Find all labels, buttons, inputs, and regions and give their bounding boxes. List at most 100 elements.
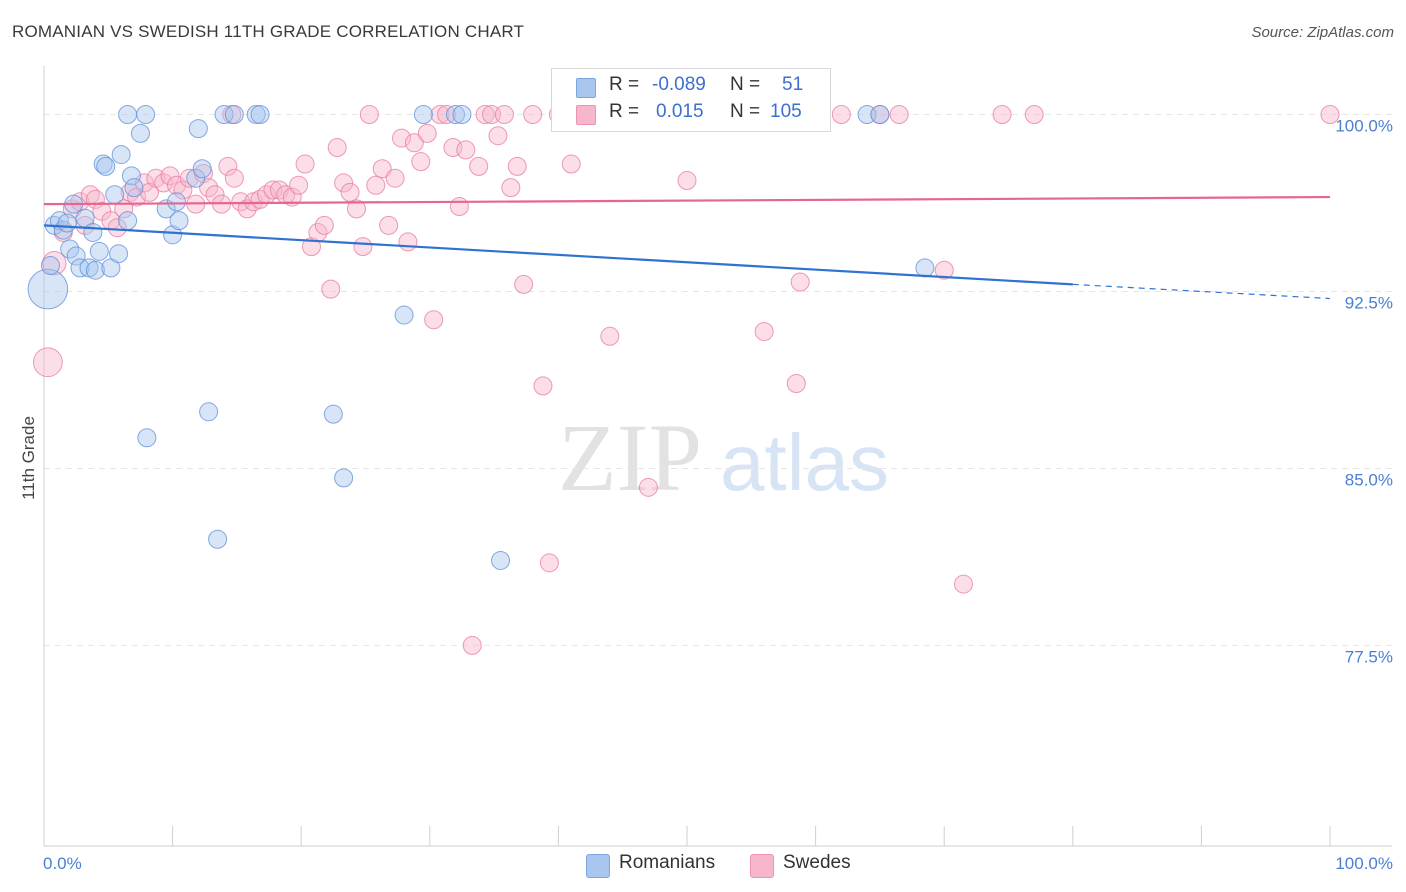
romanian-point: [118, 104, 138, 124]
romanian-point: [446, 104, 466, 124]
x-tick-label: 100.0%: [1335, 854, 1393, 873]
legend-swatch-swedes: [750, 854, 774, 878]
legend-n-value: 51: [782, 74, 804, 95]
swede-point: [523, 104, 543, 124]
romanian-point: [199, 402, 219, 422]
swede-point: [139, 182, 159, 202]
romanian-point: [136, 104, 156, 124]
legend-swatch-romanians: [586, 854, 610, 878]
legend-n-label: N =: [730, 101, 761, 122]
legend-n-value: 105: [770, 101, 802, 122]
swede-point: [475, 104, 495, 124]
romanian-point: [66, 246, 86, 266]
romanian-point: [323, 404, 343, 424]
romanian-point: [130, 123, 150, 143]
romanian-point: [214, 104, 234, 124]
swede-point: [107, 218, 127, 238]
legend-r-value: 0.015: [656, 101, 704, 122]
source-label: Source: ZipAtlas.com: [1251, 24, 1394, 41]
swede-point: [501, 178, 521, 198]
swede-point: [359, 104, 379, 124]
romanian-point: [60, 239, 80, 259]
swede-point: [494, 104, 514, 124]
romanian-point: [83, 222, 103, 242]
romanian-point: [40, 256, 60, 275]
swede-point: [488, 126, 508, 146]
swede-point: [539, 553, 559, 573]
y-tick-label: 85.0%: [1345, 470, 1393, 489]
romanian-point: [491, 550, 511, 570]
swede-point: [179, 168, 199, 188]
romanian-point: [870, 104, 890, 124]
swede-point: [456, 140, 476, 160]
romanian-point: [166, 192, 186, 212]
swede-point: [992, 104, 1012, 124]
swede-point: [327, 138, 347, 158]
romanian-point: [137, 428, 157, 448]
swede-point: [449, 197, 469, 217]
romanian-point: [85, 260, 105, 280]
romanian-point: [915, 258, 935, 278]
tick-labels: 100.0% 92.5% 85.0% 77.5% 0.0% 100.0%: [43, 116, 1393, 873]
romanian-point: [452, 104, 472, 124]
swede-point: [398, 232, 418, 252]
legend-row-romanians: R = -0.089 N = 51: [552, 74, 830, 101]
romanian-point: [186, 168, 206, 188]
x-tick-label: 0.0%: [43, 854, 82, 873]
swede-point: [199, 178, 219, 198]
swede-point: [561, 154, 581, 174]
swede-point: [263, 180, 283, 200]
romanian-point: [394, 305, 414, 325]
romanian-point: [105, 185, 125, 205]
romanian-point: [27, 268, 69, 310]
romanian-point: [111, 145, 131, 165]
swede-point: [953, 574, 973, 594]
legend-r-value: -0.089: [652, 74, 706, 95]
swede-point: [790, 272, 810, 292]
legend-r-label: R =: [609, 101, 640, 122]
watermark-zip: ZIP: [558, 404, 702, 511]
romanian-point: [93, 154, 113, 174]
swede-point: [218, 156, 238, 176]
swede-point: [786, 373, 806, 393]
swede-point: [379, 215, 399, 235]
swede-point: [340, 182, 360, 202]
swede-point: [392, 128, 412, 148]
swede-point: [346, 199, 366, 219]
swede-point: [934, 260, 954, 280]
y-tick-label: 92.5%: [1345, 293, 1393, 312]
swedes-trend-line: [43, 195, 1331, 206]
swede-point: [160, 166, 180, 186]
romanian-point: [192, 159, 212, 179]
watermark: ZIP atlas: [558, 404, 889, 511]
y-axis-label: 11th Grade: [19, 416, 38, 500]
y-tick-label: 100.0%: [1335, 116, 1393, 135]
swede-point: [677, 171, 697, 191]
swede-point: [754, 322, 774, 342]
swede-point: [638, 477, 658, 497]
romanian-point: [208, 529, 228, 549]
swede-point: [353, 237, 373, 257]
swede-point: [385, 168, 405, 188]
legend-label-romanians: Romanians: [619, 852, 716, 873]
chart-title: ROMANIAN VS SWEDISH 11TH GRADE CORRELATI…: [12, 22, 525, 41]
trend-lines: [43, 195, 1331, 300]
swede-point: [533, 376, 553, 396]
swede-point: [514, 274, 534, 294]
swede-point: [469, 156, 489, 176]
swede-point: [411, 152, 431, 172]
romanian-point: [250, 104, 270, 124]
swede-point: [289, 175, 309, 195]
romanian-point: [118, 211, 138, 231]
swedes-points: [32, 104, 1340, 655]
romanian-point: [413, 104, 433, 124]
romanian-point: [96, 156, 116, 176]
swede-point: [295, 154, 315, 174]
romanians-trend-extension: [1072, 283, 1331, 300]
swede-point: [889, 104, 909, 124]
romanian-point: [124, 178, 144, 198]
watermark-atlas: atlas: [720, 418, 889, 507]
legend-swatch-romanians: [576, 78, 596, 98]
swede-point: [600, 326, 620, 346]
